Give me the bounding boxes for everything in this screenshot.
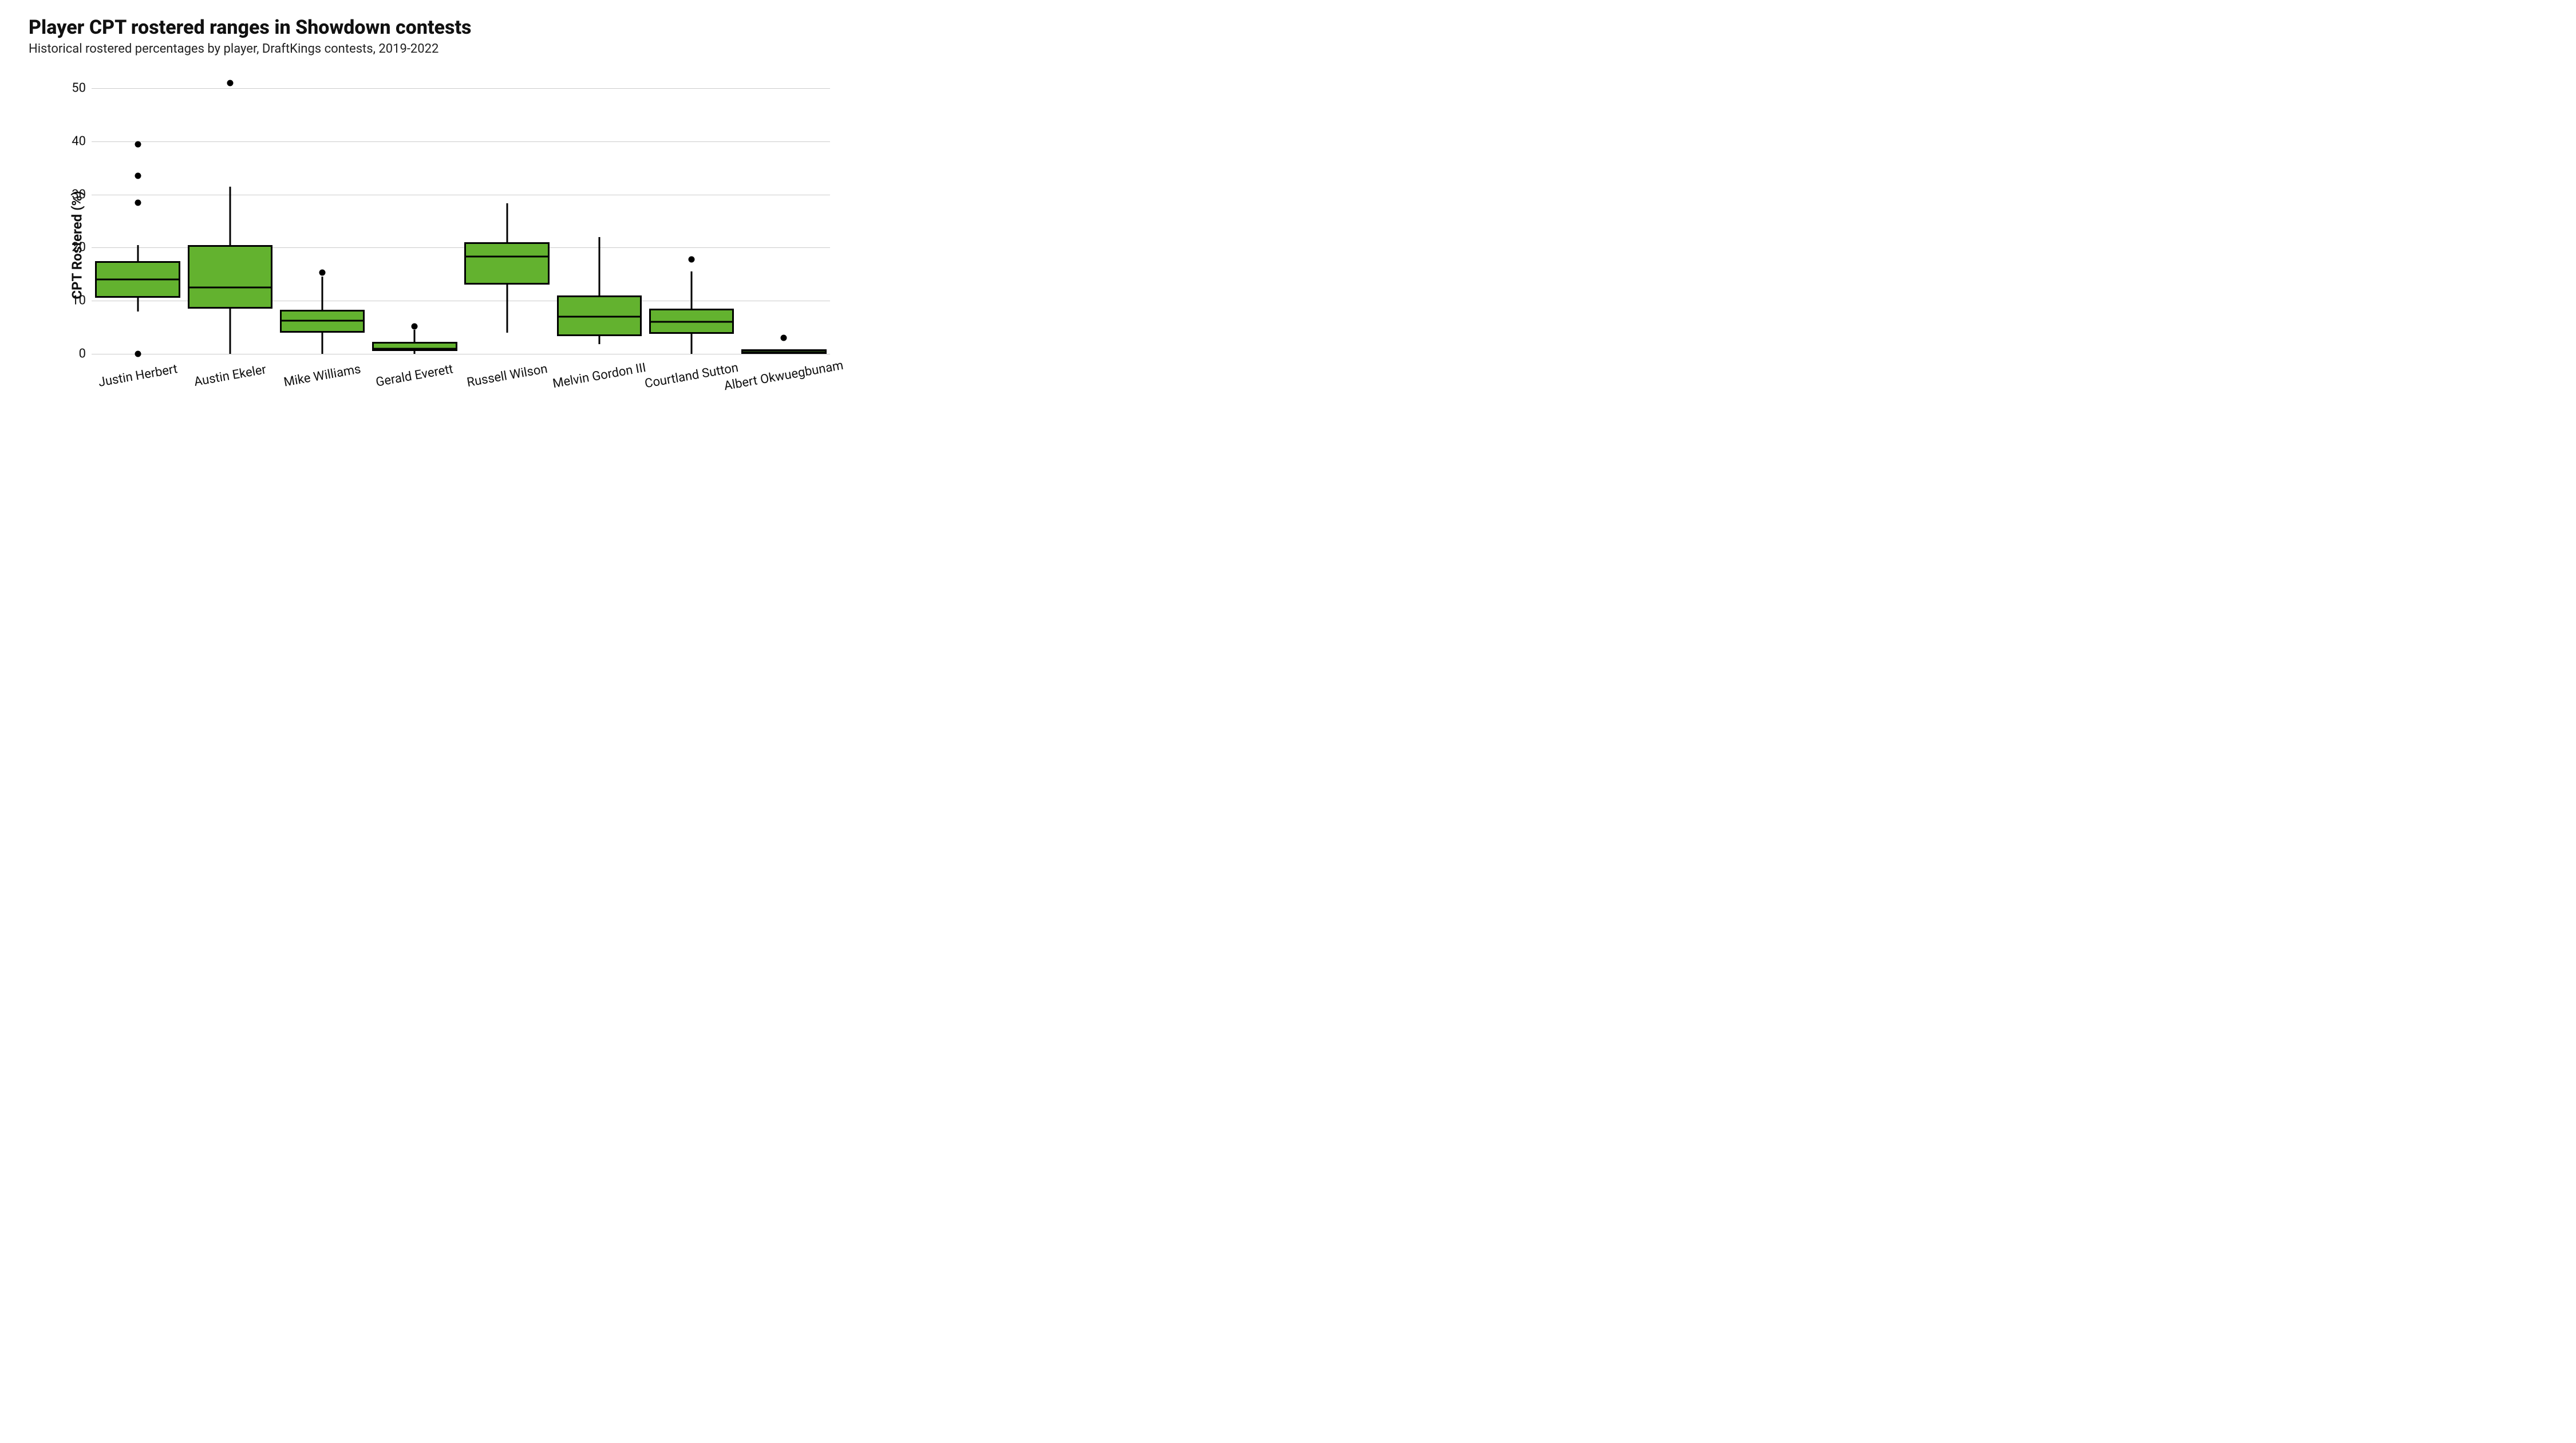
box-group: [188, 72, 272, 364]
x-tick-label: Justin Herbert: [97, 362, 179, 390]
chart-subtitle: Historical rostered percentages by playe…: [29, 42, 836, 56]
chart-area: CPT Rostered (%) Justin HerbertAustin Ek…: [29, 66, 836, 410]
box-group: [464, 72, 549, 364]
box-group: [95, 72, 180, 364]
x-tick-label: Mike Williams: [283, 362, 362, 390]
median-line: [741, 352, 826, 353]
box-group: [372, 72, 457, 364]
box: [372, 342, 457, 351]
outlier-point: [135, 199, 141, 206]
outlier-point: [227, 80, 233, 86]
chart-title: Player CPT rostered ranges in Showdown c…: [29, 17, 836, 38]
y-tick: 50: [72, 81, 86, 96]
median-line: [557, 316, 642, 317]
box-group: [649, 72, 734, 364]
median-line: [372, 348, 457, 349]
y-tick: 40: [72, 134, 86, 148]
x-tick-label: Melvin Gordon III: [551, 361, 647, 391]
outlier-point: [412, 323, 418, 329]
outlier-point: [781, 335, 787, 341]
median-line: [280, 320, 365, 322]
box-group: [741, 72, 826, 364]
y-tick: 20: [72, 240, 86, 255]
x-tick-label: Russell Wilson: [465, 362, 548, 390]
median-line: [188, 286, 272, 288]
x-tick-label: Gerald Everett: [375, 362, 455, 390]
y-tick: 10: [72, 294, 86, 308]
x-tick-label: Austin Ekeler: [193, 363, 267, 390]
y-tick: 30: [72, 187, 86, 202]
median-line: [649, 321, 734, 323]
outlier-point: [135, 173, 141, 179]
box: [188, 245, 272, 309]
outlier-point: [689, 256, 695, 262]
plot-region: Justin HerbertAustin EkelerMike Williams…: [92, 72, 830, 364]
box-group: [280, 72, 365, 364]
y-tick: 0: [79, 346, 86, 361]
outlier-point: [135, 350, 141, 357]
box: [464, 242, 549, 285]
outlier-point: [135, 141, 141, 147]
box-group: [557, 72, 642, 364]
median-line: [95, 279, 180, 281]
outlier-point: [319, 269, 326, 275]
x-axis-labels: Justin HerbertAustin EkelerMike Williams…: [92, 369, 830, 426]
median-line: [464, 256, 549, 258]
